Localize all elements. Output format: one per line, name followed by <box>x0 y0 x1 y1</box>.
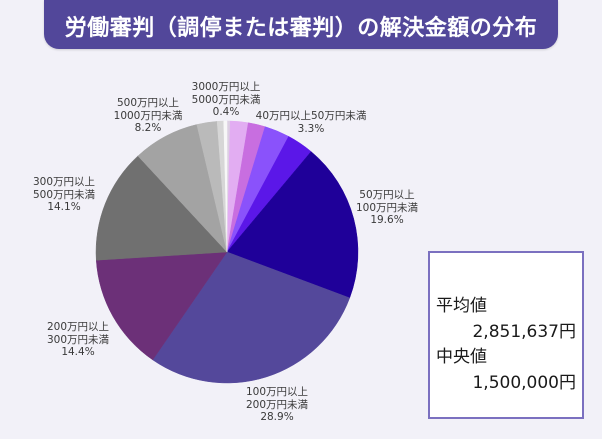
label-line: 1000万円未満 <box>113 109 183 122</box>
pie-slice <box>223 120 228 253</box>
label-percent: 14.4% <box>61 346 95 358</box>
label-line: 200万円以上 <box>46 321 110 333</box>
label-percent: 8.2% <box>134 122 162 134</box>
pie-slice <box>95 155 228 261</box>
label-300-500: 300万円以上 500万円未満 14.1% <box>33 176 95 214</box>
chart-title: 労働審判（調停または審判）の解決金額の分布 <box>64 16 538 41</box>
mean-label: 平均値 <box>436 296 487 316</box>
label-50-100: 50万円以上 100万円未満 19.6% <box>356 189 418 227</box>
label-percent: 3.3% <box>297 122 325 135</box>
label-40-50: 40万円以上50万円未満 3.3% <box>256 110 367 135</box>
label-line: 5000万円未満 <box>191 93 261 106</box>
label-line: 3000万円以上 <box>191 81 261 93</box>
pie-slice <box>226 151 359 299</box>
median-label: 中央値 <box>436 347 487 367</box>
label-line: 500万円未満 <box>32 188 96 201</box>
label-line: 40万円以上50万円未満 <box>255 110 367 122</box>
summary-stats-box: 平均値 2,851,637円 中央値 1,500,000円 <box>428 251 584 419</box>
label-percent: 0.4% <box>212 106 240 118</box>
label-3000-5000: 3000万円以上 5000万円未満 0.4% <box>192 81 261 119</box>
label-500-1000: 500万円以上 1000万円未満 8.2% <box>114 97 183 135</box>
mean-value: 2,851,637円 <box>472 322 576 342</box>
label-line: 50万円以上 <box>359 189 415 201</box>
label-percent: 28.9% <box>260 411 294 423</box>
label-100-200: 100万円以上 200万円未満 28.9% <box>246 386 308 424</box>
label-line: 200万円未満 <box>245 398 309 411</box>
label-line: 100万円未満 <box>355 201 419 214</box>
median-value: 1,500,000円 <box>472 373 576 393</box>
label-200-300: 200万円以上 300万円未満 14.4% <box>47 321 109 359</box>
label-line: 100万円以上 <box>245 386 309 398</box>
pie-slice <box>95 251 228 361</box>
label-percent: 14.1% <box>47 201 81 213</box>
pie-slice <box>152 251 351 384</box>
title-banner: 労働審判（調停または審判）の解決金額の分布 <box>44 0 558 49</box>
label-line: 300万円未満 <box>46 333 110 346</box>
label-percent: 19.6% <box>370 214 404 226</box>
label-line: 500万円以上 <box>116 97 180 109</box>
label-line: 300万円以上 <box>32 176 96 188</box>
